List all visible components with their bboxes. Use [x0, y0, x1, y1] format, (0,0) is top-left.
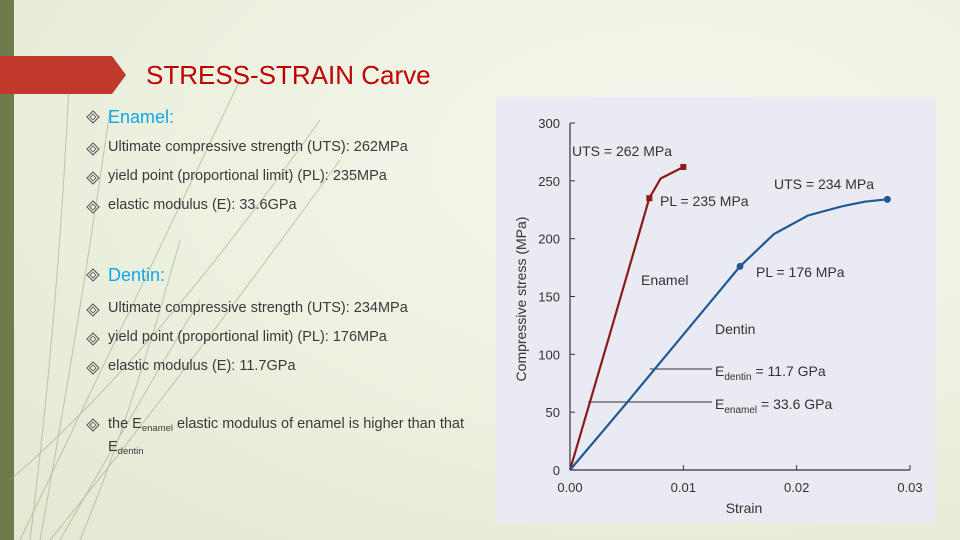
dentin-series-label: Dentin: [715, 321, 755, 337]
comparison-note: the Eenamel elastic modulus of enamel is…: [86, 415, 464, 461]
y-tick-label: 50: [546, 405, 560, 420]
y-tick-label: 250: [538, 174, 560, 189]
dentin-item-text: elastic modulus (E): 11.7GPa: [108, 358, 296, 374]
diamond-bullet-icon: [86, 303, 100, 317]
x-axis-label: Strain: [726, 500, 763, 516]
comparison-note-text: the Eenamel elastic modulus of enamel is…: [108, 415, 464, 461]
stress-strain-chart: 0 50 100 150 200 250 300 0.00 0.01 0.02 0.03 Comp…: [513, 116, 923, 516]
chart-panel: 0 50 100 150 200 250 300 0.00 0.01 0.02 0.03 Comp…: [496, 97, 936, 522]
enamel-item: yield point (proportional limit) (PL): 2…: [86, 168, 387, 185]
enamel-item: elastic modulus (E): 33.6GPa: [86, 197, 297, 214]
note-line2: E: [108, 439, 118, 455]
enamel-item-text: Ultimate compressive strength (UTS): 262…: [108, 139, 408, 155]
x-tick-label: 0.00: [557, 480, 582, 495]
y-tick-label: 150: [538, 290, 560, 305]
y-axis-label: Compressive stress (MPa): [513, 217, 529, 382]
diamond-bullet-icon: [86, 332, 100, 346]
diamond-bullet-icon: [86, 142, 100, 156]
dentin-point: [736, 262, 744, 270]
y-tick-label: 0: [553, 463, 560, 478]
note-middle: elastic modulus of enamel is higher than…: [173, 416, 465, 432]
dentin-series-line: [569, 198, 888, 471]
note-sub-dentin: dentin: [117, 446, 144, 457]
enamel-item-text: elastic modulus (E): 33.6GPa: [108, 197, 297, 213]
diamond-bullet-icon: [86, 268, 100, 282]
enamel-series-line: [568, 166, 684, 471]
y-tick-label: 300: [538, 116, 560, 131]
x-tick-label: 0.02: [784, 480, 809, 495]
pl-enamel-label: PL = 235 MPa: [660, 193, 749, 209]
e-dentin-label: Edentin = 11.7 GPa: [715, 363, 826, 383]
dentin-item: yield point (proportional limit) (PL): 1…: [86, 329, 387, 346]
slide-title: STRESS-STRAIN Carve: [146, 60, 431, 90]
pl-dentin-label: PL = 176 MPa: [756, 264, 845, 280]
e-enamel-label: Eenamel = 33.6 GPa: [715, 396, 832, 416]
enamel-point: [680, 163, 687, 170]
diamond-bullet-icon: [86, 110, 100, 124]
diamond-bullet-icon: [86, 200, 100, 214]
x-tick-label: 0.01: [671, 480, 696, 495]
enamel-item: Ultimate compressive strength (UTS): 262…: [86, 139, 408, 156]
dentin-point: [883, 195, 891, 203]
dentin-item: Ultimate compressive strength (UTS): 234…: [86, 300, 408, 317]
note-sub-enamel: enamel: [141, 423, 174, 434]
enamel-series-label: Enamel: [641, 272, 688, 288]
dentin-heading: Dentin:: [86, 265, 165, 286]
diamond-bullet-icon: [86, 361, 100, 375]
enamel-heading: Enamel:: [86, 107, 174, 128]
uts-dentin-label: UTS = 234 MPa: [774, 176, 874, 192]
y-tick-label: 200: [538, 232, 560, 247]
note-prefix: the E: [108, 416, 142, 432]
uts-enamel-label: UTS = 262 MPa: [572, 143, 672, 159]
diamond-bullet-icon: [86, 418, 100, 432]
enamel-item-text: yield point (proportional limit) (PL): 2…: [108, 168, 387, 184]
y-tick-label: 100: [538, 347, 560, 362]
enamel-point: [646, 195, 653, 202]
dentin-item-text: yield point (proportional limit) (PL): 1…: [108, 329, 387, 345]
x-tick-label: 0.03: [897, 480, 922, 495]
diamond-bullet-icon: [86, 171, 100, 185]
dentin-heading-text: Dentin:: [108, 265, 166, 285]
enamel-heading-text: Enamel:: [108, 107, 175, 127]
dentin-item: elastic modulus (E): 11.7GPa: [86, 358, 296, 375]
title-accent-tab: [0, 56, 126, 94]
dentin-item-text: Ultimate compressive strength (UTS): 234…: [108, 300, 408, 316]
